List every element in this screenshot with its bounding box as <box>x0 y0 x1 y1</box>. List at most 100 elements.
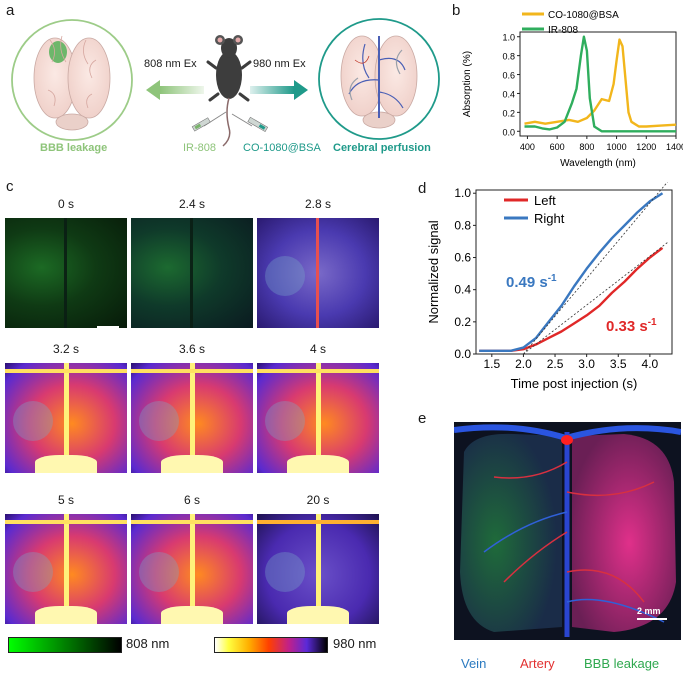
sinus-vessel <box>5 520 127 524</box>
left-arrow-icon <box>146 80 204 100</box>
timepoint-label: 2.8 s <box>304 197 331 211</box>
brain-image-tile <box>131 514 253 624</box>
y-axis-label: Absorption (%) <box>462 51 473 117</box>
transverse-sinus <box>35 455 97 473</box>
rate-annotation: 0.33 s-1 <box>606 317 657 335</box>
brain-image-tile <box>257 363 379 473</box>
leakage-region <box>265 256 305 296</box>
sinus-vessel <box>131 369 253 373</box>
y-tick-label: 0.0 <box>502 127 515 137</box>
brain-image-tile <box>131 363 253 473</box>
y-tick-label: 0.2 <box>502 108 515 118</box>
rate-annotation: 0.49 s-1 <box>506 273 557 291</box>
x-tick-label: 2.0 <box>515 357 532 371</box>
y-tick-label: 0.4 <box>502 89 515 99</box>
legend-artery: Artery <box>520 656 555 671</box>
leakage-region <box>265 401 305 441</box>
syringe-right-icon <box>231 113 269 133</box>
y-tick-label: 0.8 <box>502 52 515 62</box>
timepoint-label: 3.2 s <box>52 342 79 356</box>
transverse-sinus <box>35 606 97 624</box>
brain-image-tile <box>257 218 379 328</box>
midline-vessel <box>190 514 195 624</box>
series-line-right-fit <box>523 182 668 355</box>
scale-bar-e-label: 2 mm <box>637 606 661 616</box>
scale-bar-e <box>637 618 667 620</box>
panel-letter-a: a <box>6 2 15 19</box>
x-axis-label: Time post injection (s) <box>511 376 638 391</box>
series-line-left <box>479 246 664 353</box>
colorbar-808-label: 808 nm <box>126 636 170 651</box>
x-tick-label: 600 <box>550 142 565 152</box>
brain-image-tile <box>131 218 253 328</box>
transverse-sinus <box>161 455 223 473</box>
transverse-sinus <box>161 606 223 624</box>
midline-vessel <box>316 218 319 328</box>
midline-vessel <box>190 363 195 473</box>
sinus-vessel <box>131 520 253 524</box>
x-tick-label: 4.0 <box>642 357 659 371</box>
series-line-ir-808 <box>524 35 676 133</box>
panel-letter-e: e <box>418 410 427 427</box>
sinus-vessel <box>257 369 379 373</box>
panel-letter-d: d <box>418 180 427 197</box>
y-tick-label: 0.8 <box>454 218 471 232</box>
mouse-icon <box>206 35 252 147</box>
right-circle-label: Cerebral perfusion <box>333 142 431 154</box>
left-arrow-label: 808 nm Ex <box>144 58 197 70</box>
transverse-sinus <box>287 455 349 473</box>
midline-vessel <box>64 514 69 624</box>
x-tick-label: 3.0 <box>578 357 595 371</box>
y-tick-label: 0.4 <box>454 283 471 297</box>
right-arrow-icon <box>250 80 308 100</box>
panel-a-schematic <box>11 18 440 147</box>
leakage-region <box>139 401 179 441</box>
timepoint-label: 4 s <box>309 342 326 356</box>
brain-image-tile <box>5 363 127 473</box>
midline-vessel <box>64 363 69 473</box>
scale-bar-c-label: 2 mm <box>95 329 110 335</box>
timepoint-label: 6 s <box>183 493 200 507</box>
midline-vessel <box>316 363 321 473</box>
colorbar-980-label: 980 nm <box>333 636 377 651</box>
x-tick-label: 3.5 <box>610 357 627 371</box>
series-line-co-1080-bsa <box>524 38 677 128</box>
timepoint-label: 5 s <box>57 493 74 507</box>
legend-vein: Vein <box>461 656 487 671</box>
brain-right-icon <box>340 35 418 129</box>
kinetics-chart: 1.5 2.0 2.5 3.0 3.5 4.0 0.0 0.2 0.4 0.6 0.8 1.0 Time… <box>426 182 673 391</box>
panel-letter-b: b <box>452 2 461 19</box>
y-axis-label: Normalized signal <box>426 220 441 323</box>
syringe-left-icon <box>191 111 227 132</box>
timepoint-label: 3.6 s <box>178 342 205 356</box>
plot-frame <box>475 189 673 355</box>
legend-label: IR-808 <box>548 25 578 36</box>
legend-bbb-leakage: BBB leakage <box>584 656 660 671</box>
y-tick-label: 0.6 <box>454 251 471 265</box>
brain-image-tile <box>5 218 127 328</box>
series-line-right <box>479 192 664 353</box>
leakage-region <box>13 552 53 592</box>
x-tick-label: 400 <box>520 142 535 152</box>
scale-bar-c <box>97 326 119 328</box>
leakage-region <box>265 552 305 592</box>
right-probe-label: CO-1080@BSA <box>243 142 321 154</box>
midline-vessel <box>64 218 67 328</box>
overlay-image <box>454 422 681 640</box>
legend-label: Left <box>534 193 556 208</box>
y-tick-label: 0.6 <box>502 71 515 81</box>
brain-left-icon <box>33 35 111 131</box>
colorbar-808 <box>8 637 122 653</box>
colorbar-980 <box>214 637 328 653</box>
x-tick-label: 1.5 <box>483 357 500 371</box>
sinus-vessel <box>257 520 379 524</box>
leakage-region <box>139 552 179 592</box>
transverse-sinus <box>287 606 349 624</box>
timepoint-label: 0 s <box>57 197 74 211</box>
left-probe-label: IR-808 <box>183 142 217 154</box>
x-axis-label: Wavelength (nm) <box>560 158 636 169</box>
x-tick-label: 1200 <box>636 142 656 152</box>
y-tick-label: 0.0 <box>454 347 471 361</box>
leakage-region <box>13 401 53 441</box>
